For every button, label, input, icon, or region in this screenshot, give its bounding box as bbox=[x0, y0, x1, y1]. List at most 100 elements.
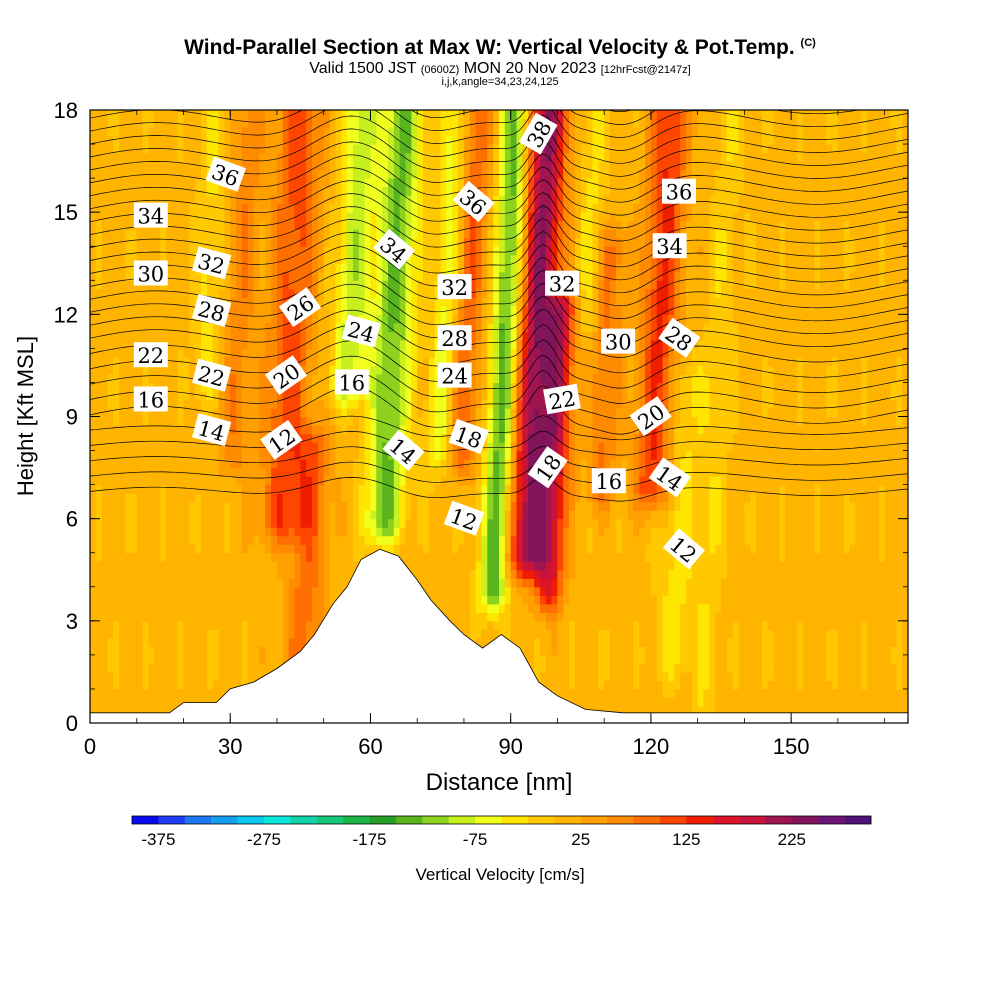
velocity-cell bbox=[382, 297, 389, 307]
velocity-cell bbox=[294, 212, 301, 222]
velocity-cell bbox=[288, 135, 296, 145]
velocity-cell bbox=[136, 629, 144, 639]
velocity-cell bbox=[358, 127, 366, 137]
velocity-cell bbox=[364, 416, 372, 426]
velocity-cell bbox=[95, 697, 103, 707]
velocity-cell bbox=[434, 348, 442, 358]
velocity-cell bbox=[224, 671, 231, 682]
velocity-cell bbox=[458, 314, 465, 324]
velocity-cell bbox=[440, 569, 448, 579]
velocity-cell bbox=[428, 416, 436, 426]
velocity-cell bbox=[253, 671, 261, 682]
velocity-cell bbox=[446, 493, 453, 503]
velocity-cell bbox=[428, 271, 436, 281]
velocity-cell bbox=[452, 620, 459, 630]
velocity-cell bbox=[393, 339, 401, 349]
velocity-cell bbox=[487, 450, 494, 460]
velocity-cell bbox=[329, 237, 336, 247]
velocity-cell bbox=[417, 178, 424, 188]
velocity-cell bbox=[171, 399, 179, 409]
velocity-cell bbox=[487, 612, 494, 622]
velocity-cell bbox=[183, 220, 190, 230]
velocity-cell bbox=[434, 390, 442, 401]
velocity-cell bbox=[136, 127, 144, 137]
velocity-cell bbox=[101, 152, 109, 162]
velocity-cell bbox=[125, 433, 132, 443]
velocity-cell bbox=[125, 288, 132, 298]
velocity-cell bbox=[306, 569, 313, 579]
velocity-cell bbox=[206, 390, 214, 401]
velocity-cell bbox=[195, 212, 202, 222]
velocity-cell bbox=[265, 203, 272, 213]
velocity-cell bbox=[271, 339, 278, 349]
velocity-cell bbox=[364, 178, 372, 188]
velocity-cell bbox=[101, 612, 109, 622]
velocity-cell bbox=[95, 186, 103, 196]
velocity-cell bbox=[428, 501, 436, 511]
velocity-cell bbox=[282, 561, 290, 571]
velocity-cell bbox=[130, 331, 138, 341]
velocity-cell bbox=[352, 135, 360, 145]
velocity-cell bbox=[352, 467, 360, 477]
velocity-cell bbox=[323, 416, 331, 426]
velocity-cell bbox=[387, 365, 395, 375]
velocity-cell bbox=[101, 373, 109, 384]
velocity-cell bbox=[475, 407, 483, 418]
velocity-cell bbox=[201, 612, 208, 622]
velocity-cell bbox=[300, 331, 307, 341]
velocity-cell bbox=[434, 229, 442, 239]
velocity-cell bbox=[481, 578, 488, 588]
velocity-cell bbox=[481, 493, 488, 503]
velocity-cell bbox=[452, 356, 459, 367]
velocity-cell bbox=[393, 373, 401, 384]
velocity-cell bbox=[201, 280, 208, 290]
velocity-cell bbox=[294, 569, 301, 579]
velocity-cell bbox=[288, 186, 296, 196]
velocity-cell bbox=[183, 416, 190, 426]
velocity-cell bbox=[95, 705, 103, 716]
velocity-cell bbox=[241, 331, 249, 341]
velocity-cell bbox=[195, 663, 202, 673]
velocity-cell bbox=[282, 339, 290, 349]
velocity-cell bbox=[288, 493, 296, 503]
velocity-cell bbox=[446, 263, 453, 273]
velocity-cell bbox=[469, 476, 477, 486]
velocity-cell bbox=[241, 535, 249, 545]
velocity-cell bbox=[201, 288, 208, 298]
velocity-cell bbox=[171, 297, 179, 307]
velocity-cell bbox=[224, 288, 231, 298]
velocity-cell bbox=[469, 305, 477, 315]
velocity-cell bbox=[475, 544, 483, 554]
velocity-cell bbox=[101, 135, 109, 145]
velocity-cell bbox=[393, 425, 401, 435]
velocity-cell bbox=[423, 127, 430, 137]
velocity-cell bbox=[458, 612, 465, 622]
velocity-cell bbox=[101, 442, 109, 452]
velocity-cell bbox=[446, 203, 453, 213]
velocity-cell bbox=[411, 127, 418, 137]
velocity-cell bbox=[475, 450, 483, 460]
velocity-cell bbox=[288, 195, 296, 205]
velocity-cell bbox=[312, 569, 319, 579]
velocity-cell bbox=[323, 493, 331, 503]
velocity-cell bbox=[201, 663, 208, 673]
velocity-cell bbox=[276, 314, 284, 324]
velocity-cell bbox=[165, 365, 173, 375]
velocity-cell bbox=[300, 220, 307, 230]
velocity-cell bbox=[405, 152, 412, 162]
velocity-cell bbox=[317, 603, 325, 613]
velocity-cell bbox=[399, 493, 407, 503]
velocity-cell bbox=[101, 527, 109, 537]
velocity-cell bbox=[347, 178, 354, 188]
velocity-cell bbox=[148, 603, 155, 613]
velocity-cell bbox=[352, 459, 360, 469]
velocity-cell bbox=[487, 586, 494, 596]
velocity-cell bbox=[171, 603, 179, 613]
velocity-cell bbox=[434, 518, 442, 528]
velocity-cell bbox=[341, 127, 348, 137]
velocity-cell bbox=[259, 322, 266, 332]
velocity-cell bbox=[253, 467, 261, 477]
velocity-cell bbox=[154, 637, 161, 647]
velocity-cell bbox=[189, 476, 196, 486]
velocity-cell bbox=[241, 110, 249, 120]
